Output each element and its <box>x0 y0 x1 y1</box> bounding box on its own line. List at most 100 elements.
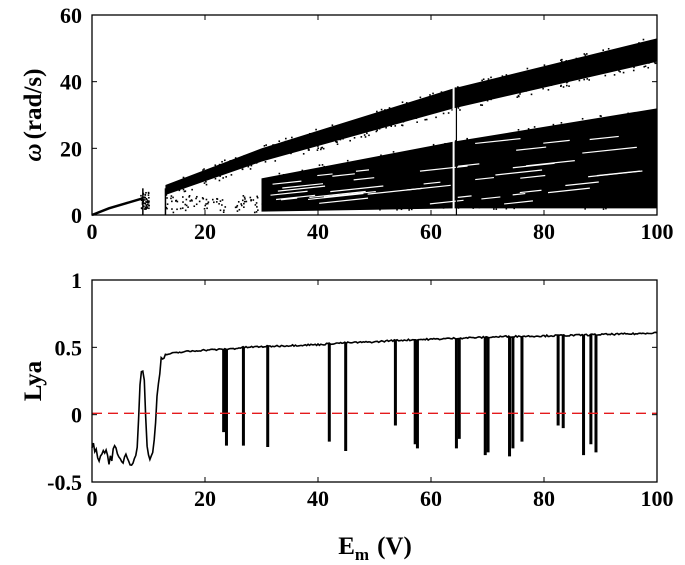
band-gap <box>332 173 355 177</box>
scatter-point <box>605 62 607 65</box>
scatter-point <box>314 134 316 137</box>
scatter-point <box>185 179 188 182</box>
scatter-point <box>470 92 473 94</box>
scatter-point <box>295 172 298 175</box>
scatter-point <box>564 157 567 159</box>
scatter-point <box>503 77 505 79</box>
scatter-point <box>229 160 232 162</box>
scatter-point <box>224 206 227 208</box>
scatter-point <box>183 190 186 193</box>
scatter-point <box>219 200 222 202</box>
scatter-point <box>326 193 328 196</box>
scatter-point <box>143 202 145 204</box>
scatter-point <box>439 149 442 151</box>
x-tick-label: 0 <box>87 486 98 511</box>
scatter-point <box>250 199 252 202</box>
scatter-point <box>253 211 256 214</box>
y-tick-label: 40 <box>60 70 82 95</box>
scatter-point <box>547 145 550 148</box>
scatter-point <box>654 195 657 197</box>
scatter-point <box>205 198 208 201</box>
scatter-point <box>421 176 424 178</box>
scatter-point <box>643 113 646 116</box>
scatter-point <box>492 90 494 92</box>
scatter-point <box>464 88 467 90</box>
band-gap <box>353 177 375 181</box>
scatter-point <box>602 49 605 51</box>
scatter-point <box>272 144 274 146</box>
scatter-point <box>363 134 366 136</box>
scatter-point <box>590 189 593 191</box>
scatter-point <box>383 172 385 175</box>
scatter-point <box>513 204 516 206</box>
scatter-point <box>166 207 168 210</box>
scatter-point <box>184 177 186 180</box>
scatter-point <box>268 191 271 193</box>
scatter-point <box>334 177 336 180</box>
scatter-point <box>471 139 474 141</box>
scatter-point <box>501 78 503 81</box>
scatter-point <box>451 109 453 111</box>
scatter-point <box>320 148 322 151</box>
top-y-axis-label-unit: (rad/s) <box>20 69 47 140</box>
scatter-point <box>272 197 275 199</box>
scatter-point <box>439 107 441 109</box>
scatter-point <box>432 166 434 169</box>
scatter-point <box>335 140 337 143</box>
scatter-point <box>203 168 205 170</box>
band-gap <box>458 163 480 167</box>
scatter-point <box>457 86 460 89</box>
scatter-point <box>433 104 435 107</box>
scatter-point <box>385 114 387 117</box>
scatter-point <box>477 181 480 184</box>
scatter-point <box>222 177 224 179</box>
band-gap <box>309 190 366 199</box>
scatter-point <box>618 66 620 68</box>
scatter-point <box>271 153 274 155</box>
scatter-point <box>596 118 599 121</box>
scatter-point <box>225 166 228 168</box>
scatter-point <box>228 161 230 164</box>
scatter-point <box>232 167 234 170</box>
scatter-point <box>410 180 413 182</box>
scatter-point <box>401 124 403 126</box>
scatter-point <box>471 100 473 102</box>
scatter-point <box>252 199 255 201</box>
scatter-point <box>351 195 353 198</box>
scatter-point <box>219 209 222 212</box>
scatter-point <box>276 200 279 202</box>
scatter-point <box>308 207 311 209</box>
scatter-point <box>380 154 382 157</box>
scatter-point <box>432 92 434 95</box>
scatter-point <box>627 50 629 53</box>
scatter-point <box>648 62 650 64</box>
scatter-point <box>301 144 304 146</box>
scatter-point <box>145 191 147 194</box>
band-gap <box>588 170 643 178</box>
scatter-point <box>348 121 351 123</box>
scatter-point <box>241 199 244 202</box>
scatter-point <box>568 71 571 74</box>
scatter-point <box>247 163 250 166</box>
scatter-point <box>287 174 290 177</box>
scatter-point <box>564 142 567 144</box>
scatter-point <box>543 64 546 66</box>
scatter-point <box>323 165 326 168</box>
scatter-point <box>619 145 621 148</box>
scatter-point <box>651 159 653 161</box>
scatter-point <box>604 74 607 77</box>
scatter-point <box>307 149 310 151</box>
scatter-point <box>547 70 549 73</box>
scatter-point <box>595 172 597 174</box>
scatter-point <box>187 179 190 181</box>
scatter-point <box>431 179 434 182</box>
scatter-point <box>218 174 220 177</box>
scatter-point <box>219 175 221 177</box>
scatter-point <box>145 197 148 200</box>
scatter-point <box>272 154 275 157</box>
band-gap <box>589 135 619 141</box>
scatter-point <box>172 184 175 187</box>
scatter-point <box>565 81 568 84</box>
scatter-point <box>382 166 385 169</box>
scatter-point <box>278 140 281 143</box>
